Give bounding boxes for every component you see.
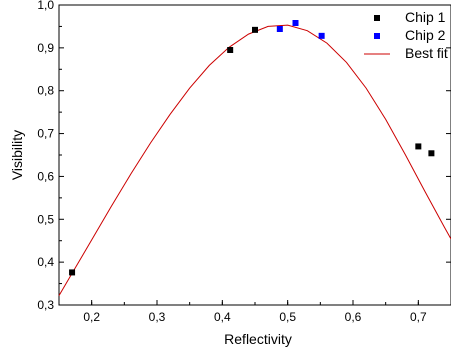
y-tick-label: 0,7 xyxy=(37,127,54,141)
data-point-chip-1 xyxy=(415,143,422,150)
y-tick-label: 0,8 xyxy=(37,84,54,98)
x-tick-label: 0,6 xyxy=(345,310,362,324)
data-point-chip-1 xyxy=(227,47,234,53)
legend: Chip 1 Chip 2 Best fit xyxy=(364,9,448,61)
x-tick-label: 0,4 xyxy=(214,310,231,324)
axis-ticks xyxy=(58,4,451,306)
y-tick-label: 0,3 xyxy=(37,298,54,312)
y-tick-label: 0,6 xyxy=(37,169,54,183)
x-tick-label: 0,5 xyxy=(279,310,296,324)
legend-marker-swatch xyxy=(374,33,380,39)
data-point-chip-1 xyxy=(428,150,435,157)
y-tick-label: 0,5 xyxy=(37,212,54,226)
legend-label: Best fit xyxy=(405,45,448,61)
plot-area-frame xyxy=(58,4,451,306)
y-tick-label: 1,0 xyxy=(37,0,54,12)
x-tick-label: 0,7 xyxy=(410,310,427,324)
y-tick-label: 0,4 xyxy=(37,255,54,269)
best-fit-line xyxy=(58,24,451,296)
data-point-chip-1 xyxy=(69,269,76,276)
data-point-chip-2 xyxy=(292,20,299,26)
legend-marker-swatch xyxy=(374,15,380,21)
y-tick-label: 0,9 xyxy=(37,41,54,55)
legend-label: Chip 1 xyxy=(405,9,446,25)
tick-labels-layer: 0,2 0,3 0,4 0,5 0,6 0,7 0,3 0,4 0,5 0,6 0,7 0,8 0,9 1… xyxy=(37,0,427,324)
legend-label: Chip 2 xyxy=(405,27,446,43)
x-axis-title: Reflectivity xyxy=(224,331,292,347)
data-point-chip-2 xyxy=(276,26,283,32)
x-tick-label: 0,2 xyxy=(83,310,100,324)
data-point-chip-2 xyxy=(318,32,325,39)
data-points-layer xyxy=(69,20,435,276)
fit-line-layer xyxy=(58,24,451,296)
y-axis-title: Visibility xyxy=(9,130,25,180)
x-tick-label: 0,3 xyxy=(149,310,166,324)
data-point-chip-1 xyxy=(252,26,258,33)
